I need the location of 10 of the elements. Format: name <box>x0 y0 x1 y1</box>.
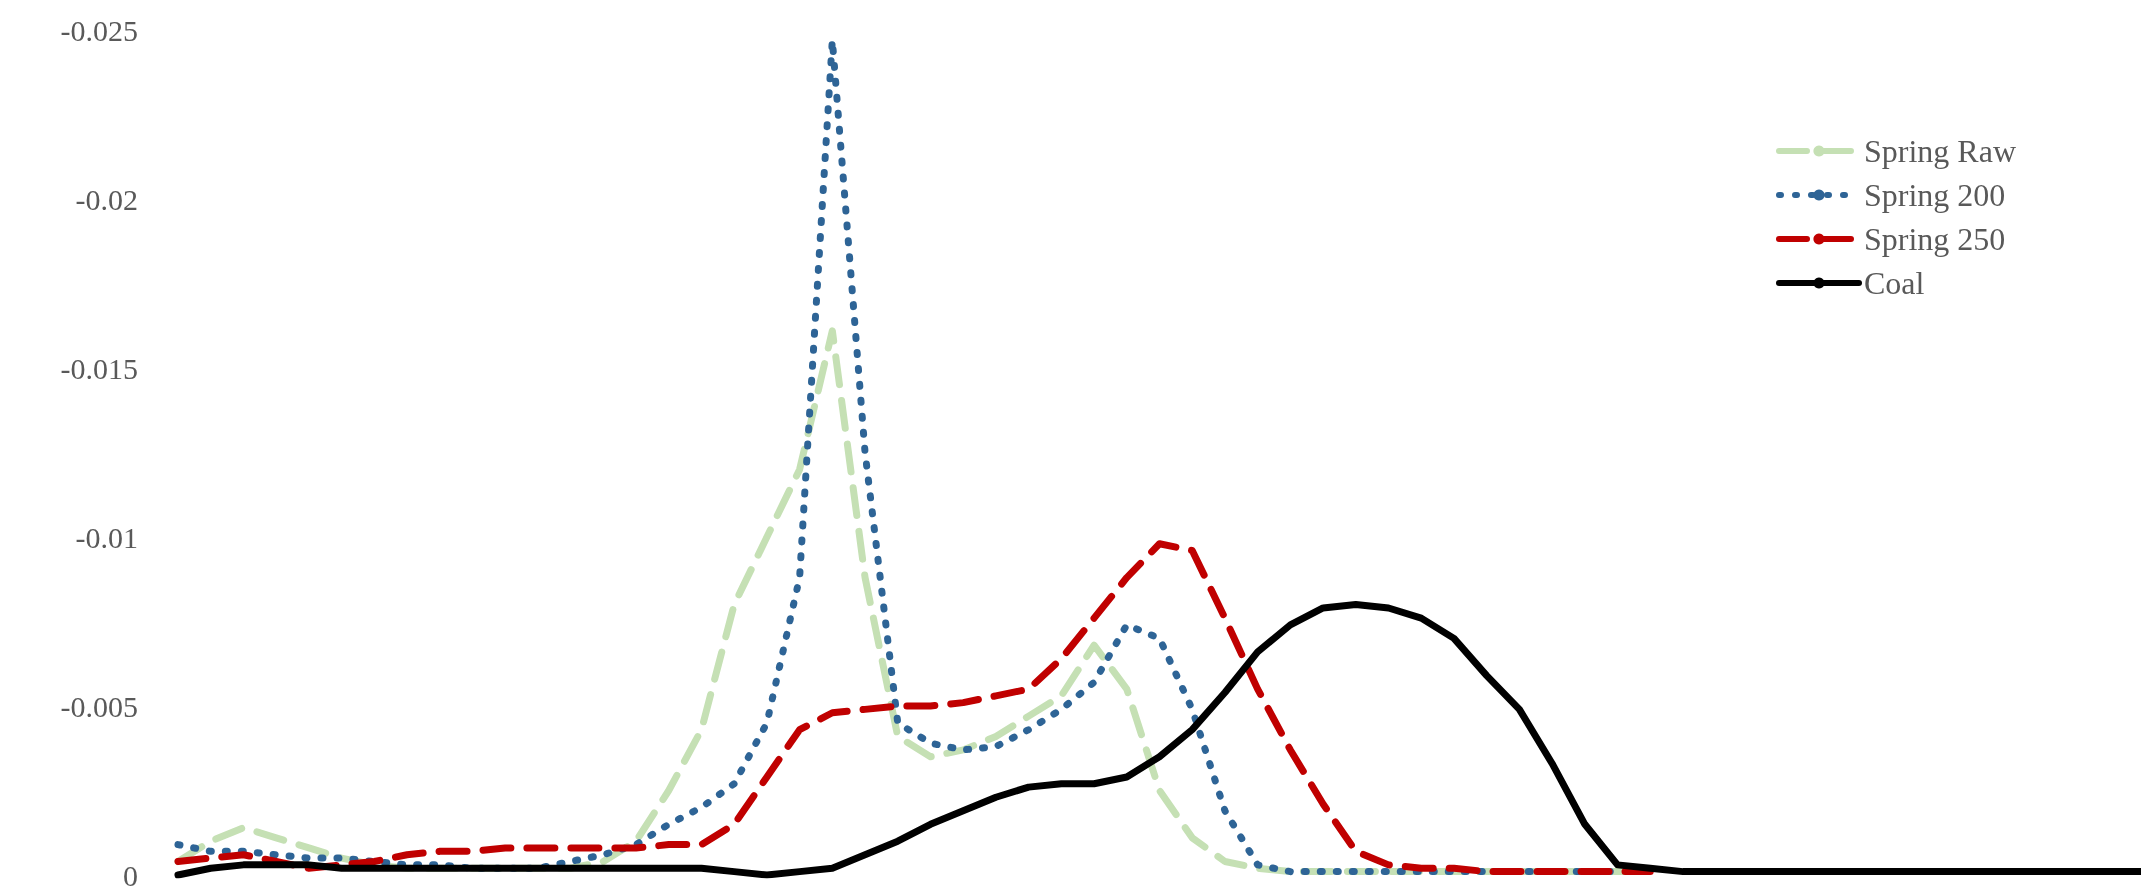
legend-label: Spring 200 <box>1864 177 2006 213</box>
y-tick-label: -0.02 <box>75 182 138 216</box>
legend-label: Spring Raw <box>1864 133 2016 169</box>
y-tick-label: -0.005 <box>60 689 138 723</box>
y-tick-label: -0.025 <box>60 13 138 47</box>
y-tick-label: 0 <box>123 858 138 892</box>
y-tick-label: -0.015 <box>60 351 138 385</box>
legend-label: Spring 250 <box>1864 221 2006 257</box>
legend-label: Coal <box>1864 265 1925 301</box>
y-tick-label: -0.01 <box>75 520 138 554</box>
